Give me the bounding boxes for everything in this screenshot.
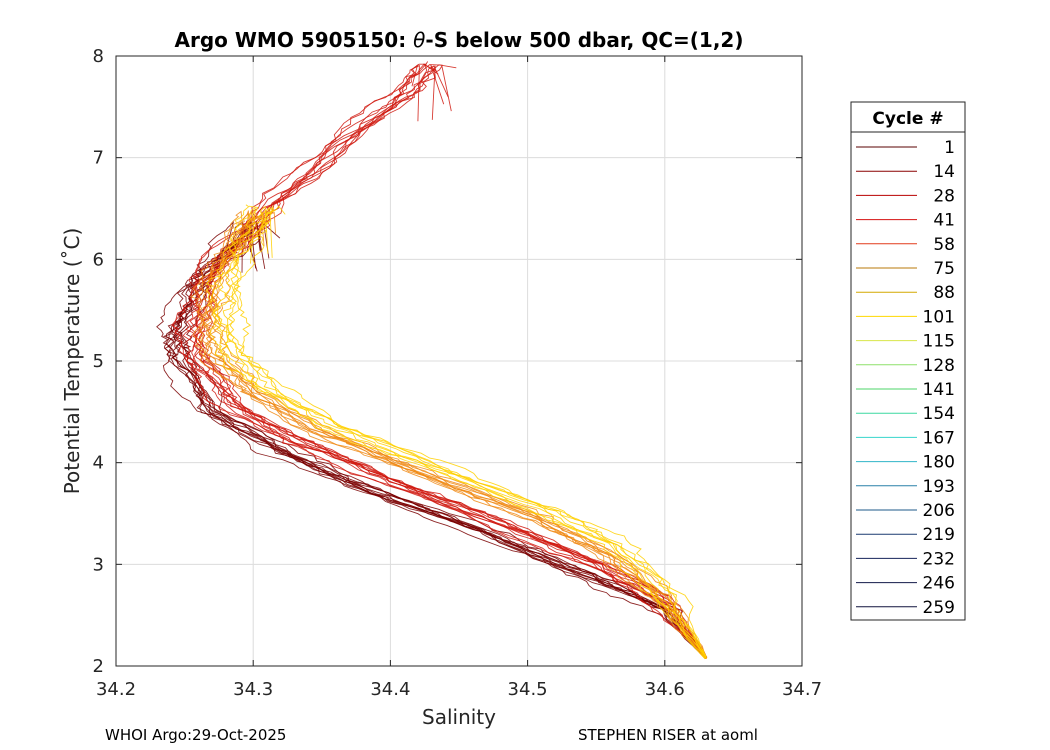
profile-line	[172, 222, 707, 659]
y-tick-label: 4	[93, 453, 104, 474]
grid-lines	[115, 55, 803, 667]
x-tick-label: 34.4	[370, 679, 410, 700]
profile-line	[195, 211, 706, 659]
x-tick-label: 34.2	[96, 679, 136, 700]
profile-line	[187, 61, 707, 658]
legend-title: Cycle #	[872, 109, 943, 129]
legend-entry-label: 167	[923, 428, 955, 448]
profile-line	[205, 204, 706, 660]
legend-entry-label: 193	[923, 477, 955, 497]
legend-entries: 1 14 28 41 58 75 88 101 115 128 141 154 167 180 193 206…	[856, 138, 955, 618]
y-axis: 2 3 4 5 6 7 8	[93, 46, 802, 677]
legend-entry-label: 141	[923, 380, 955, 400]
profile-line	[196, 64, 708, 658]
footer-left: WHOI Argo:29-Oct-2025	[105, 726, 287, 744]
footer-right: STEPHEN RISER at aoml	[578, 726, 758, 744]
y-tick-label: 5	[93, 351, 104, 372]
legend-entry-label: 58	[933, 235, 955, 255]
y-axis-label: Potential Temperature (˚C)	[60, 228, 84, 495]
legend-entry-label: 246	[923, 574, 955, 594]
legend-box	[850, 101, 966, 621]
legend-entry-label: 154	[923, 404, 955, 424]
legend-entry-label: 41	[933, 211, 955, 231]
profile-line	[166, 221, 707, 659]
legend-entry-label: 75	[933, 259, 955, 279]
x-axis: 34.2 34.3 34.4 34.5 34.6 34.7	[96, 56, 822, 700]
profile-line	[222, 205, 707, 659]
profile-line	[204, 211, 707, 660]
x-tick-label: 34.3	[233, 679, 273, 700]
legend-entry-label: 1	[944, 138, 955, 158]
profiles-layer	[156, 61, 708, 660]
legend-entry-label: 232	[923, 549, 955, 569]
x-tick-label: 34.6	[645, 679, 685, 700]
legend-entry-label: 14	[933, 162, 955, 182]
legend-entry-label: 88	[933, 283, 955, 303]
chart-title: Argo WMO 5905150: θ-S below 500 dbar, QC…	[175, 28, 744, 52]
x-tick-label: 34.5	[508, 679, 548, 700]
y-tick-label: 3	[93, 554, 104, 575]
legend-entry-label: 259	[923, 598, 955, 618]
legend-entry-label: 115	[923, 332, 955, 352]
y-tick-label: 6	[93, 249, 104, 270]
profile-line	[170, 222, 707, 659]
legend-entry-label: 219	[923, 525, 955, 545]
legend-entry-label: 206	[923, 501, 955, 521]
profile-line	[185, 65, 707, 659]
profile-line	[198, 211, 707, 659]
y-tick-label: 8	[93, 46, 104, 67]
profile-line	[209, 205, 707, 658]
x-tick-label: 34.7	[782, 679, 822, 700]
profile-line	[210, 207, 706, 660]
y-tick-label: 2	[93, 656, 104, 677]
legend-entry-label: 180	[923, 453, 955, 473]
profile-line	[172, 64, 706, 658]
x-axis-label: Salinity	[422, 705, 496, 729]
profile-line	[171, 222, 707, 659]
legend-entry-label: 28	[933, 186, 955, 206]
legend: Cycle # 11428415875881011151281411541671…	[850, 101, 966, 621]
profile-line	[232, 205, 707, 658]
y-tick-label: 7	[93, 148, 104, 169]
profile-line	[192, 210, 707, 659]
legend-entry-label: 128	[923, 356, 955, 376]
legend-entry-label: 101	[923, 307, 955, 327]
